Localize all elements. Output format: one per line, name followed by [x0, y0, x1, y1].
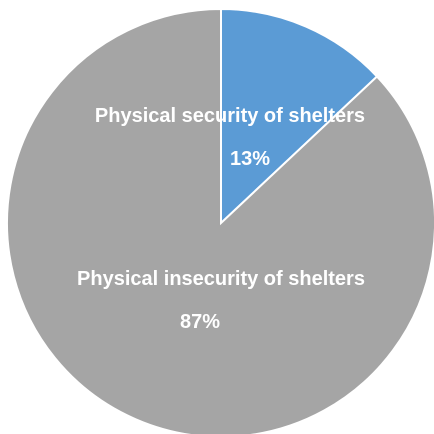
slice-label-1: Physical security of shelters: [95, 105, 365, 127]
slice-label-2: Physical insecurity of shelters: [77, 268, 365, 290]
pie-slice-1: [220, 7, 379, 226]
slice-value-label-1: 13%: [230, 148, 270, 170]
pie-labels: Physical security of shelters 13% Physical…: [77, 105, 365, 333]
pie-slice-2: [6, 7, 434, 434]
slice-value-label-2: 87%: [180, 311, 220, 333]
pie-slices: [6, 7, 434, 434]
